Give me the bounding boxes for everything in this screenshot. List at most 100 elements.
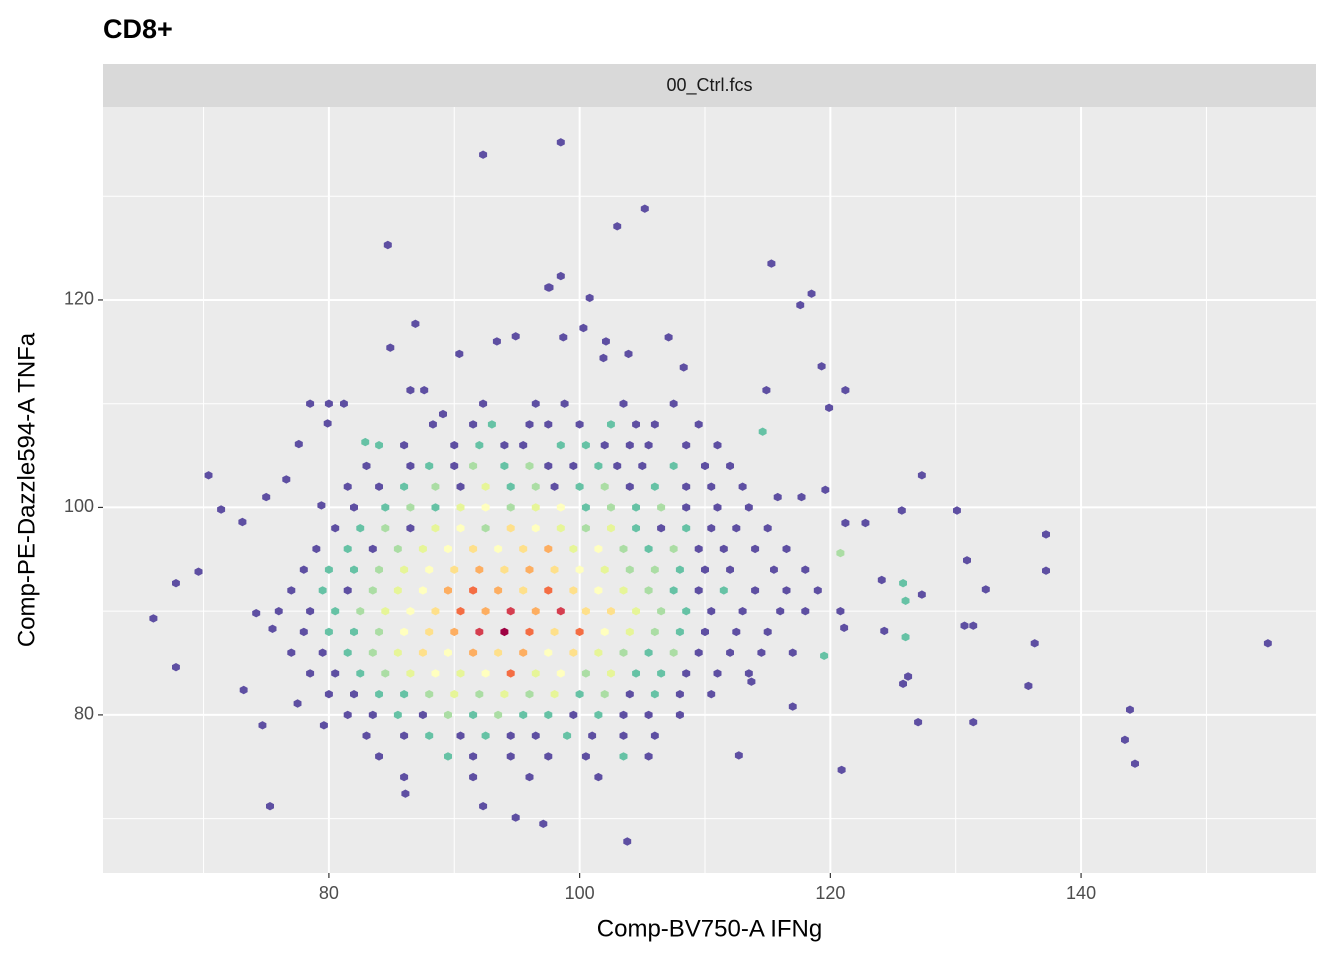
hex [619, 731, 628, 740]
hex [406, 607, 415, 616]
hex [694, 544, 703, 554]
hex [600, 441, 609, 450]
hex [525, 461, 534, 471]
hex [368, 710, 377, 720]
hex [324, 627, 333, 637]
hex [575, 565, 584, 574]
hex [431, 607, 440, 616]
hex [475, 690, 484, 699]
hex [675, 565, 684, 574]
hex [550, 627, 559, 637]
panel-background [103, 107, 1316, 873]
hex [531, 669, 540, 678]
hex [531, 482, 540, 491]
hex [456, 524, 465, 533]
hex [1042, 566, 1050, 575]
hex [619, 710, 628, 720]
hex [917, 471, 926, 480]
hex [444, 752, 452, 761]
hex [581, 441, 590, 450]
hex [431, 669, 440, 678]
hex [738, 482, 747, 491]
hex [400, 565, 409, 574]
hex [1126, 705, 1134, 714]
hex [340, 399, 348, 408]
hex [393, 586, 402, 595]
hex [381, 669, 390, 678]
hex [444, 648, 452, 657]
hex [632, 420, 640, 429]
hex [963, 556, 971, 565]
hex [679, 363, 688, 372]
hex [494, 648, 503, 657]
hex [914, 718, 923, 727]
hex [519, 586, 528, 595]
hex [425, 461, 434, 471]
hex [425, 565, 434, 574]
hex [450, 441, 459, 450]
hex [393, 648, 402, 657]
hex [713, 441, 722, 450]
hex [418, 648, 427, 657]
hex [456, 731, 465, 740]
hex [960, 621, 969, 630]
hex [569, 710, 578, 720]
hex [406, 386, 415, 395]
hex [456, 669, 465, 678]
hex [444, 710, 452, 720]
hex [788, 702, 797, 711]
hex [713, 503, 722, 512]
hex [817, 362, 826, 371]
hex [657, 503, 666, 512]
hex [623, 837, 632, 846]
hex [820, 651, 829, 660]
hex [825, 403, 834, 412]
hex [368, 586, 377, 595]
hex [386, 343, 395, 352]
hex [500, 441, 509, 450]
hex [519, 441, 528, 450]
hex [375, 690, 383, 699]
hex [701, 461, 709, 471]
hex [204, 471, 213, 480]
facet-strip [103, 64, 1316, 107]
hex [194, 567, 203, 576]
hex [732, 627, 741, 637]
y-tick-label: 100 [64, 496, 94, 516]
hex [675, 710, 684, 720]
hex [607, 669, 615, 678]
hex [841, 386, 850, 395]
hex [511, 332, 520, 341]
hex [506, 503, 515, 512]
hex [569, 586, 578, 595]
hex [400, 772, 409, 782]
hex [751, 586, 760, 595]
hex [381, 607, 390, 616]
hex [282, 475, 291, 484]
hex [579, 323, 588, 333]
hex [544, 544, 553, 554]
hex [519, 710, 528, 720]
hex [625, 482, 634, 491]
hex [726, 648, 734, 657]
hex [375, 565, 383, 574]
hex [481, 524, 490, 533]
hex [343, 586, 352, 595]
hex [406, 503, 415, 512]
hex [475, 441, 484, 450]
hex [381, 503, 390, 512]
hex [418, 544, 427, 554]
hex [773, 492, 782, 502]
hex [619, 752, 628, 761]
hex [425, 690, 434, 699]
hex [575, 482, 584, 491]
hex [664, 333, 673, 342]
hex [287, 648, 296, 657]
hex [356, 669, 365, 678]
hex [726, 565, 734, 574]
hex [531, 524, 540, 533]
hex [487, 420, 496, 429]
hex [393, 710, 402, 720]
hex [429, 420, 437, 429]
hex [500, 627, 509, 637]
